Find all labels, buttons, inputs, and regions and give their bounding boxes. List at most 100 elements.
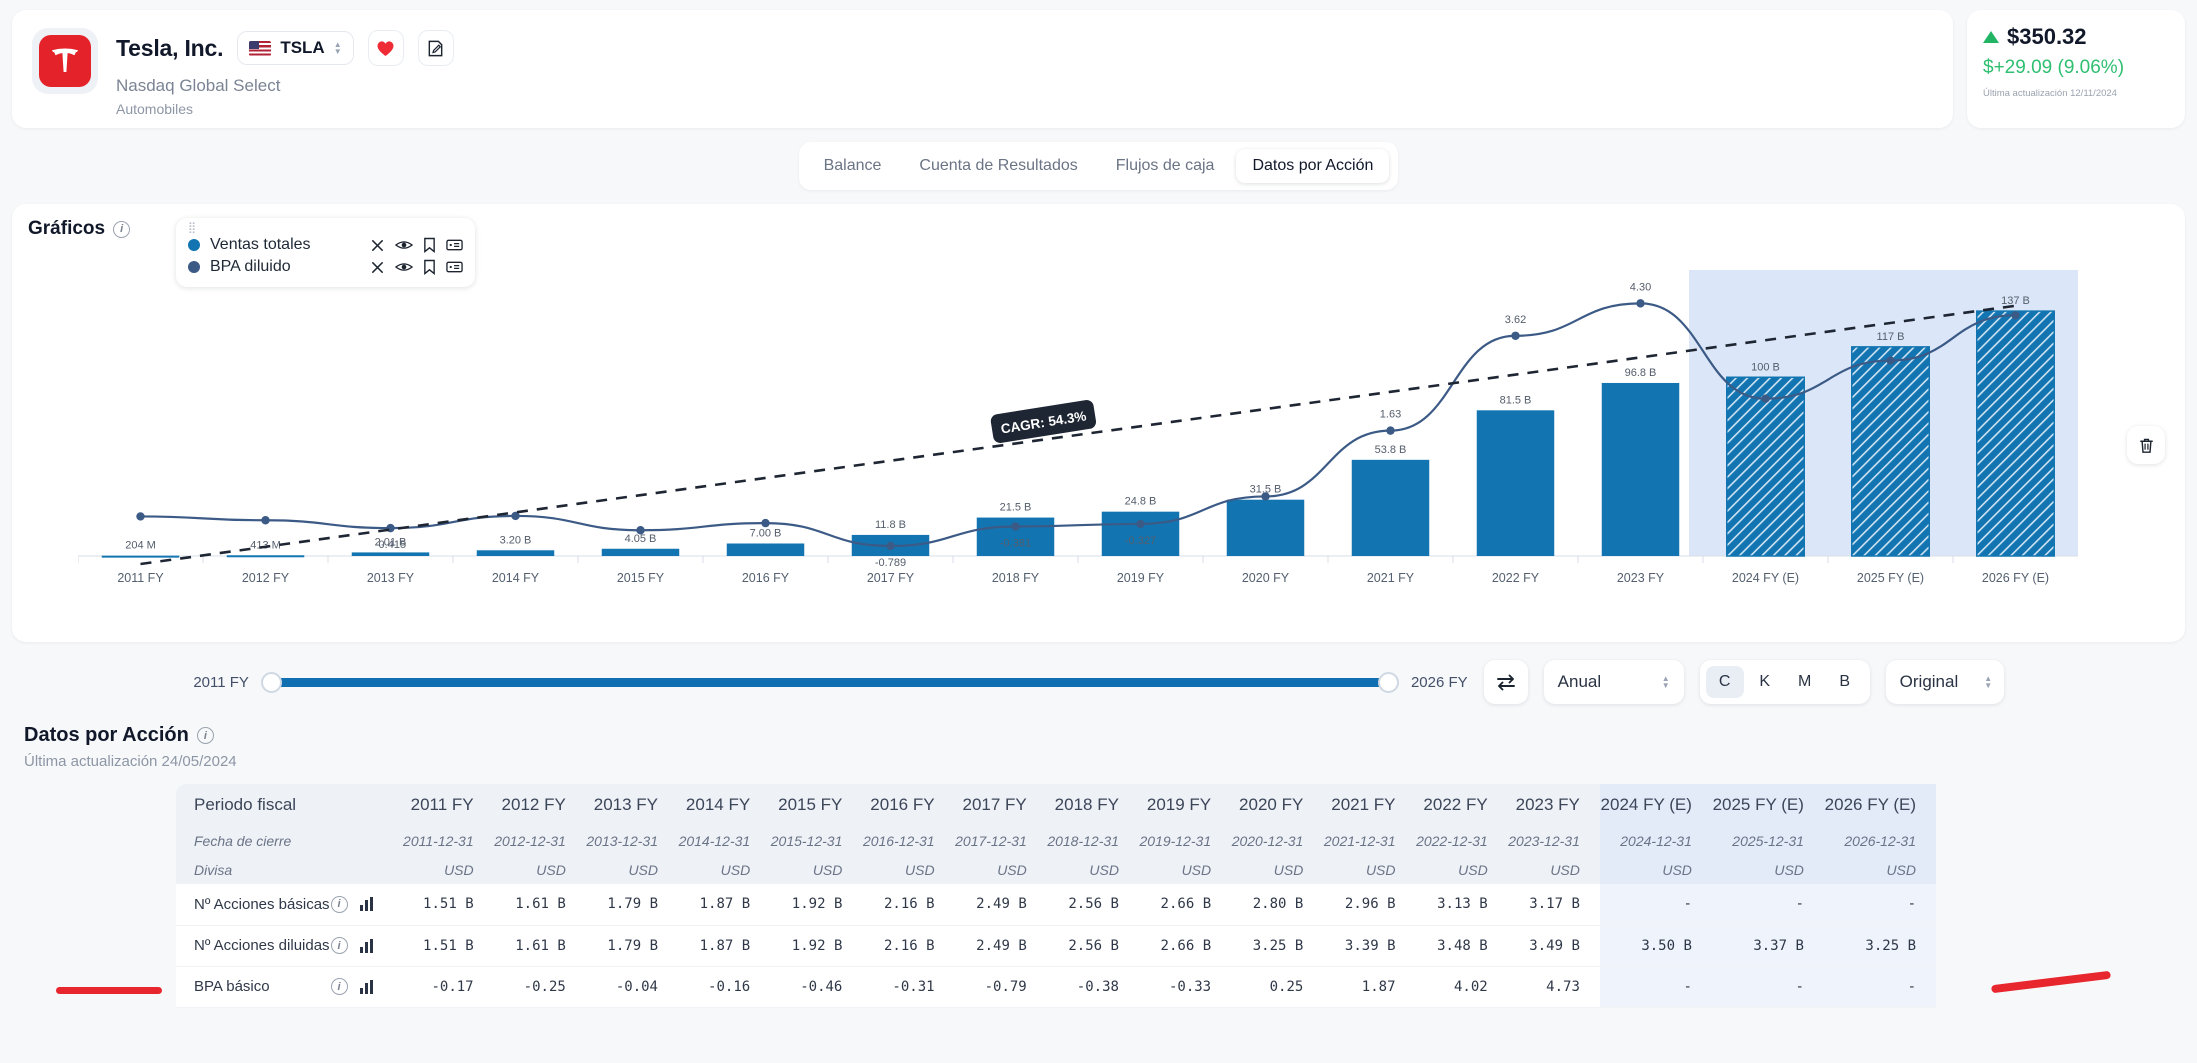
legend-drag-handle[interactable]: ⣿ [188,222,198,234]
row-info-icon[interactable]: i [330,937,348,954]
period-select-value: Anual [1557,672,1602,691]
unit-option-c[interactable]: C [1705,666,1744,698]
delete-chart-button[interactable] [2127,426,2165,464]
close-icon[interactable] [370,260,385,275]
unit-toggle-group[interactable]: C K M B [1699,660,1870,704]
svg-text:11.8 B: 11.8 B [875,519,906,531]
range-end-label: 2026 FY [1410,673,1468,691]
column-header[interactable]: 2014 FY [678,784,771,826]
close-icon[interactable] [370,238,385,253]
bookmark-icon[interactable] [423,237,436,253]
close-date-label: Fecha de cierre [176,826,331,855]
column-currency: USD [493,855,586,884]
charts-title: Gráficos [28,218,106,239]
annotation-stroke-left [56,987,162,994]
eye-icon[interactable] [395,238,413,252]
table-cell: -0.25 [493,966,586,1008]
column-header[interactable]: 2016 FY [862,784,955,826]
unit-option-b[interactable]: B [1839,673,1850,690]
row-chart-icon[interactable] [359,979,373,994]
scale-select[interactable]: Original ▲ ▼ [1885,660,2004,704]
per-share-table-wrapper[interactable]: Periodo fiscal 2011 FY 2012 FY 2013 FY 2014… [176,784,1936,1008]
legend-item-eps[interactable]: BPA diluido [188,256,463,278]
svg-text:204 M: 204 M [125,540,156,552]
table-cell: 3.48 B [1415,925,1508,967]
table-cell: 3.25 B [1823,925,1936,967]
slider-handle-end[interactable] [1377,671,1399,693]
row-info-icon[interactable]: i [330,978,348,995]
table-icon[interactable] [446,238,463,252]
column-header[interactable]: 2013 FY [585,784,678,826]
column-header[interactable]: 2021 FY [1323,784,1416,826]
section-info-icon[interactable]: i [196,727,214,744]
favorite-button[interactable] [367,30,404,66]
column-currency: USD [770,855,863,884]
legend-item-sales[interactable]: Ventas totales [188,234,463,256]
table-cell: -0.33 [1138,966,1232,1008]
table-cell: 1.92 B [770,884,863,926]
column-header[interactable]: 2024 FY (E) [1599,784,1712,826]
table-cell: 0.25 [1231,966,1324,1008]
period-select[interactable]: Anual ▲ ▼ [1543,660,1684,704]
row-chart-icon[interactable] [359,897,373,912]
period-range-slider[interactable] [260,671,1399,693]
note-edit-button[interactable] [417,30,454,66]
column-header[interactable]: 2025 FY (E) [1711,784,1824,826]
table-body: Nº Acciones básicas i 1.51 B 1.61 B 1.79 B 1.… [176,884,1936,1008]
chevron-updown-icon: ▲ ▼ [333,40,342,56]
table-cell: - [1599,966,1712,1008]
unit-option-k[interactable]: K [1759,673,1770,690]
column-header[interactable]: 2015 FY [770,784,863,826]
table-cell: 1.61 B [493,925,586,967]
bookmark-icon[interactable] [423,259,436,275]
tab-balance[interactable]: Balance [823,157,882,174]
column-header[interactable]: 2023 FY [1507,784,1600,826]
table-cell: 4.73 [1507,966,1600,1008]
svg-text:3.20 B: 3.20 B [500,534,532,546]
column-header[interactable]: 2020 FY [1231,784,1324,826]
column-header[interactable]: 2011 FY [402,784,494,826]
price-up-arrow-icon [1983,31,1999,43]
chart-controls-row: 2011 FY 2026 FY Anual ▲ ▼ C K M B Origina… [0,660,2197,704]
section-title: Datos por Acción [24,724,189,746]
price-card: $350.32 $+29.09 (9.06%) Última actualiza… [1967,10,2185,128]
table-row[interactable]: BPA básico i -0.17 -0.25 -0.04 -0.16 -0.46 -0.3… [176,966,1936,1008]
table-icon[interactable] [446,260,463,274]
column-header[interactable]: 2012 FY [493,784,586,826]
column-header[interactable]: 2018 FY [1046,784,1139,826]
header-row: Tesla, Inc. TSLA ▲ ▼ [0,0,2197,128]
tab-cash-flow[interactable]: Flujos de caja [1115,157,1215,174]
price-change: $+29.09 (9.06%) [1983,57,2125,78]
svg-text:96.8 B: 96.8 B [1625,367,1657,379]
table-cell: 2.56 B [1046,884,1139,926]
svg-text:2021 FY: 2021 FY [1367,571,1415,585]
per-share-table: Periodo fiscal 2011 FY 2012 FY 2013 FY 2014… [176,784,1936,1008]
slider-handle-start[interactable] [260,671,282,693]
tesla-logo-icon [39,35,91,87]
row-icons: i [330,966,403,1008]
charts-info-icon[interactable]: i [113,220,131,238]
unit-option-m[interactable]: M [1797,673,1812,690]
ticker-selector[interactable]: TSLA ▲ ▼ [237,31,354,65]
column-header[interactable]: 2022 FY [1415,784,1508,826]
eye-icon[interactable] [395,260,413,274]
column-header[interactable]: 2017 FY [954,784,1047,826]
tab-per-share-data[interactable]: Datos por Acción [1236,149,1390,183]
row-info-icon[interactable]: i [330,895,348,913]
table-row[interactable]: Nº Acciones básicas i 1.51 B 1.61 B 1.79 B 1.… [176,884,1936,926]
svg-text:117 B: 117 B [1877,331,1905,343]
trash-icon [2139,438,2153,453]
tab-income-statement[interactable]: Cuenta de Resultados [919,157,1078,174]
table-cell: - [1711,966,1824,1008]
table-cell: -0.17 [402,966,494,1008]
us-flag-icon [249,40,272,56]
table-cell: 1.51 B [402,925,494,967]
column-header[interactable]: 2026 FY (E) [1823,784,1936,826]
table-cell: - [1823,884,1936,926]
column-currency: USD [1323,855,1416,884]
column-header[interactable]: 2019 FY [1138,784,1232,826]
row-chart-icon[interactable] [359,938,373,953]
swap-axes-button[interactable] [1483,660,1528,704]
